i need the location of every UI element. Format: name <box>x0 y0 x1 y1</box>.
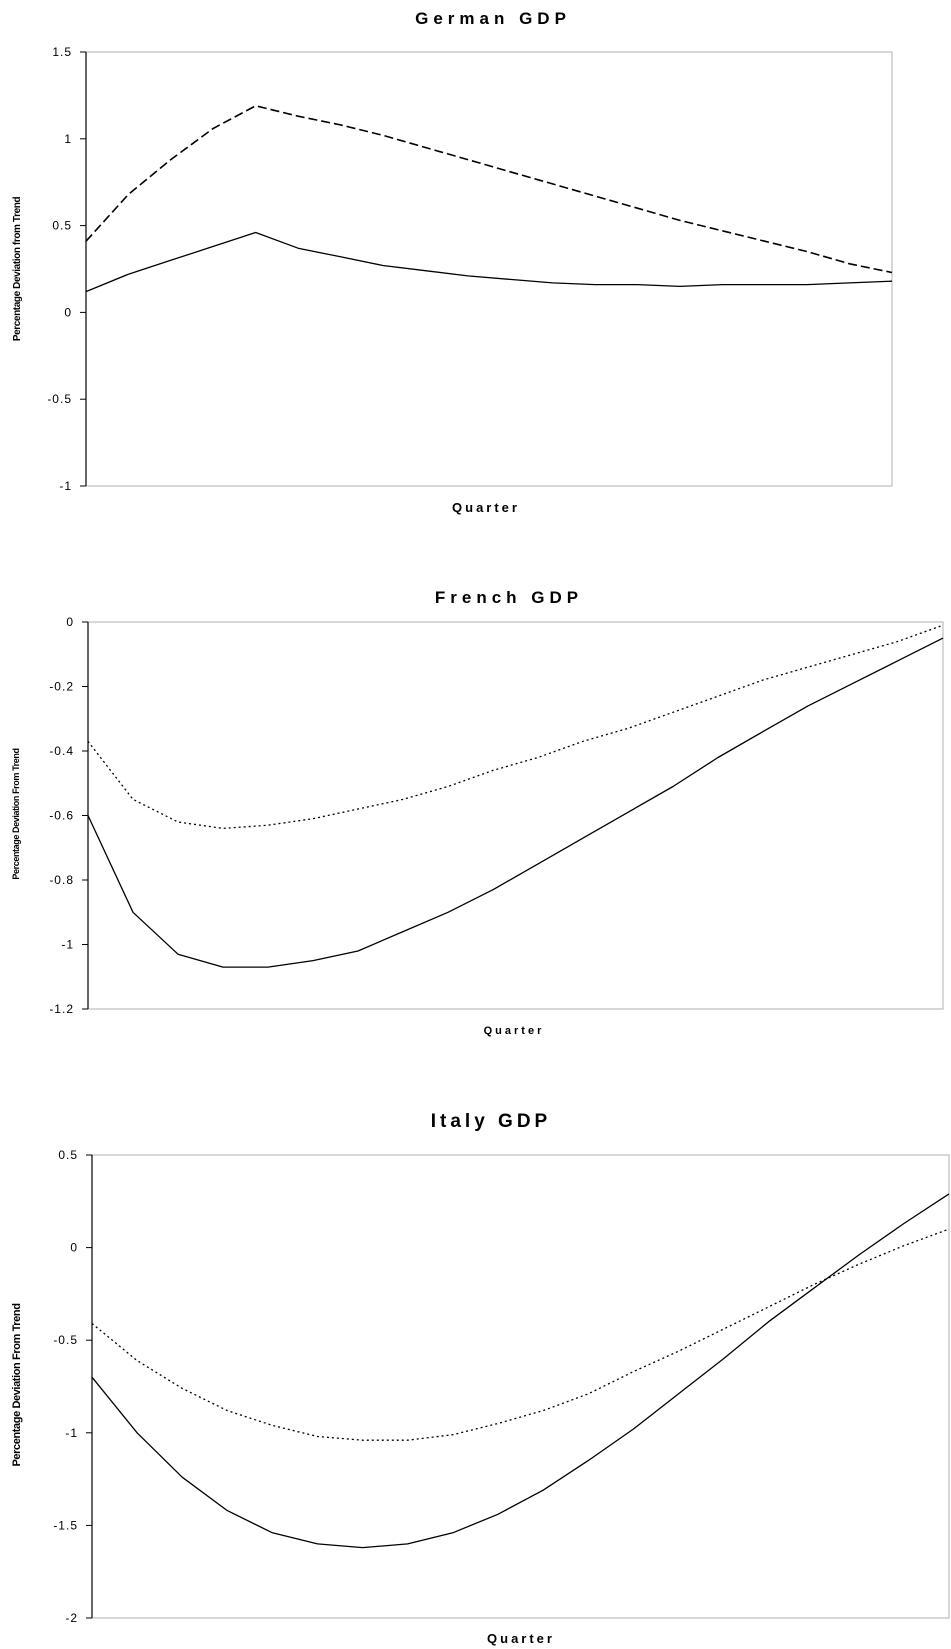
y-axis-label: Percentage Deviation from Trend <box>12 197 23 342</box>
y-tick-label: 0 <box>66 615 74 629</box>
y-tick-label: -1 <box>59 479 72 493</box>
chart-panel-french-gdp: French GDP 0 -0.2 -0.4 -0.6 -0.8 -1 -1.2 Quart… <box>11 588 944 1037</box>
plot-area-frame <box>85 51 893 487</box>
series-line-dotted <box>87 624 944 830</box>
y-tick-label: 1.5 <box>52 45 72 59</box>
series-lines <box>91 1193 950 1549</box>
chart-panel-italy-gdp: Italy GDP 0.5 0 -0.5 -1 -1.5 -2 Quarter Perce… <box>11 1111 950 1646</box>
x-axis-label: Quarter <box>484 1025 545 1037</box>
y-tick-label: -1.5 <box>53 1518 78 1532</box>
chart-title: German GDP <box>415 9 571 28</box>
y-tick-label: 0 <box>70 1241 78 1255</box>
y-tick-label: -1 <box>65 1426 78 1440</box>
y-tick-label: -0.6 <box>49 809 74 823</box>
y-axis-ticks: 1.5 1 0.5 0 -0.5 -1 <box>47 45 86 493</box>
y-axis-label: Percentage Deviation From Trend <box>11 748 21 879</box>
y-tick-label: -0.5 <box>47 392 72 406</box>
y-tick-label: -0.8 <box>49 873 74 887</box>
y-tick-label: 1 <box>64 132 72 146</box>
y-tick-label: 0.5 <box>52 219 72 233</box>
series-line-dashed <box>85 105 893 274</box>
series-lines <box>87 624 944 968</box>
series-line-solid <box>91 1193 950 1549</box>
y-tick-label: -0.4 <box>49 744 74 758</box>
chart-title: Italy GDP <box>431 1111 551 1132</box>
y-tick-label: -2 <box>65 1611 78 1625</box>
plot-area-frame <box>87 621 944 1010</box>
x-axis-label: Quarter <box>487 1631 555 1646</box>
plot-area-frame <box>91 1154 950 1619</box>
y-tick-label: -1.2 <box>49 1002 74 1016</box>
series-line-solid <box>85 231 893 293</box>
y-axis-ticks: 0 -0.2 -0.4 -0.6 -0.8 -1 -1.2 <box>49 615 88 1016</box>
y-tick-label: 0 <box>64 305 72 319</box>
y-tick-label: 0.5 <box>58 1148 78 1162</box>
y-tick-label: -1 <box>61 938 74 952</box>
series-line-dotted <box>91 1228 950 1441</box>
series-lines <box>85 105 893 293</box>
chart-title: French GDP <box>435 588 583 607</box>
chart-panel-german-gdp: German GDP 1.5 1 0.5 0 -0.5 -1 Quarter Percen… <box>12 9 893 515</box>
y-tick-label: -0.5 <box>53 1333 78 1347</box>
series-line-solid <box>87 637 944 968</box>
y-axis-label: Percentage Deviation From Trend <box>11 1303 23 1466</box>
y-axis-ticks: 0.5 0 -0.5 -1 -1.5 -2 <box>53 1148 92 1625</box>
y-tick-label: -0.2 <box>49 680 74 694</box>
x-axis-label: Quarter <box>452 500 520 515</box>
